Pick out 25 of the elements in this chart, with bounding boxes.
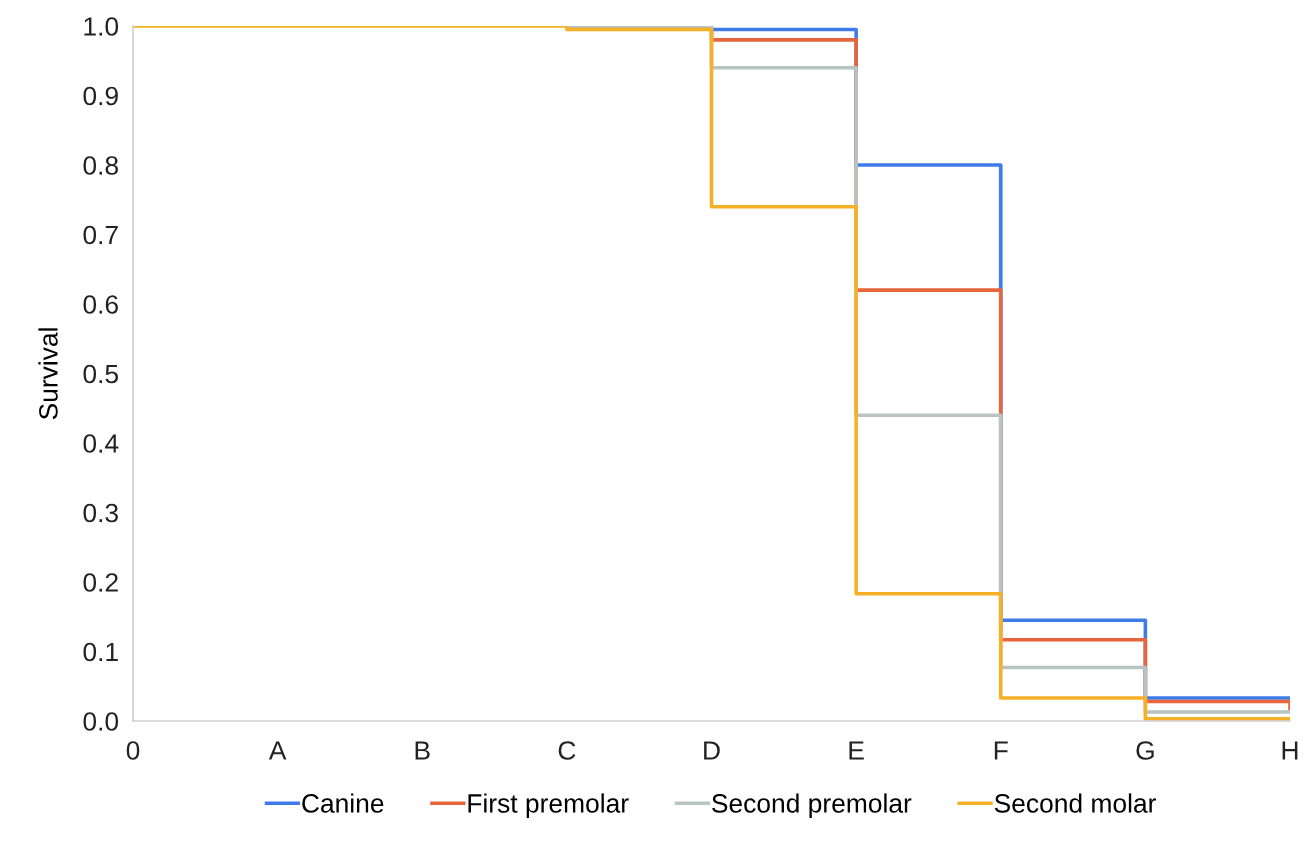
x-tick-label: C [558,741,576,760]
y-tick-label: 1.0 [84,17,119,36]
y-tick-label: 0.9 [83,86,118,106]
legend-label: Second premolar [712,793,912,818]
y-tick-label: 0.5 [83,364,119,384]
x-tick-label: H [1282,741,1298,760]
x-tick-label: 0 [126,741,140,760]
x-tick-label: B [415,741,430,760]
y-tick-label: 0.2 [83,573,118,592]
y-tick-label: 0.8 [83,156,118,175]
y-tick-label: 0.1 [83,642,118,662]
y-axis-title: Survival [38,328,58,420]
legend-label: Second molar [994,793,1156,813]
x-tick-label: A [268,741,287,760]
y-tick-label: 0.7 [83,225,118,245]
y-tick-label: 0.3 [83,503,118,523]
legend-label: Canine [302,793,384,813]
x-tick-label: D [704,741,720,760]
x-tick-label: G [1136,741,1154,760]
x-tick-label: F [994,741,1008,760]
y-tick-label: 0.6 [83,295,118,314]
legend-label: First premolar [468,793,629,818]
y-tick-label: 0.4 [83,434,119,453]
y-tick-label: 0.0 [83,712,119,731]
x-tick-label: E [849,741,864,760]
